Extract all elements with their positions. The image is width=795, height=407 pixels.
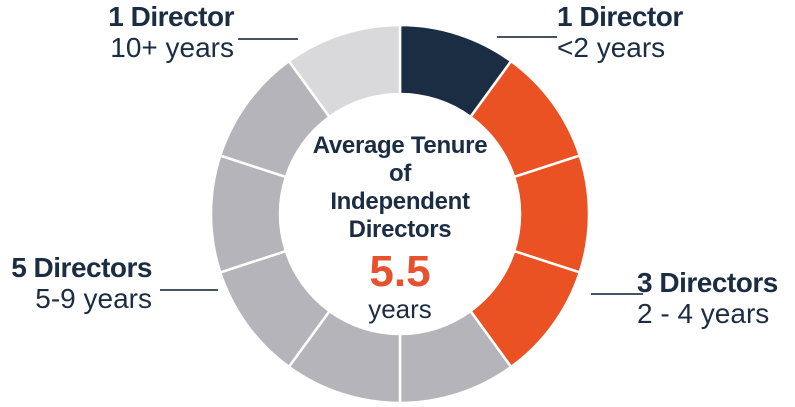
donut-segment-10 — [287, 23, 402, 119]
callout-tenure-range: 2 - 4 years — [637, 298, 770, 329]
leader-line-top-left — [238, 38, 298, 40]
callout-10plus-years: 1 Director 10+ years — [108, 1, 234, 63]
average-tenure-value: 5.5 — [369, 247, 431, 296]
callout-tenure-range: <2 years — [557, 32, 666, 63]
callout-director-count: 1 Director — [108, 1, 234, 32]
callout-tenure-range: 5-9 years — [35, 283, 152, 314]
callout-director-count: 1 Director — [557, 1, 683, 32]
callout-tenure-range: 10+ years — [110, 32, 234, 63]
callout-2-4-years: 3 Directors 2 - 4 years — [637, 267, 778, 329]
donut-center-text: Average Tenure of Independent Directors … — [260, 132, 540, 324]
average-tenure-unit: years — [368, 294, 432, 324]
leader-line-bottom-left — [160, 289, 218, 291]
callout-5-9-years: 5 Directors 5-9 years — [11, 252, 152, 314]
callout-director-count: 5 Directors — [11, 252, 152, 283]
leader-line-bottom-right — [591, 293, 643, 295]
callout-director-count: 3 Directors — [637, 267, 778, 298]
leader-line-top-right — [497, 36, 557, 38]
callout-under-2-years: 1 Director <2 years — [557, 1, 683, 63]
chart-title: Average Tenure of Independent Directors — [312, 132, 488, 243]
